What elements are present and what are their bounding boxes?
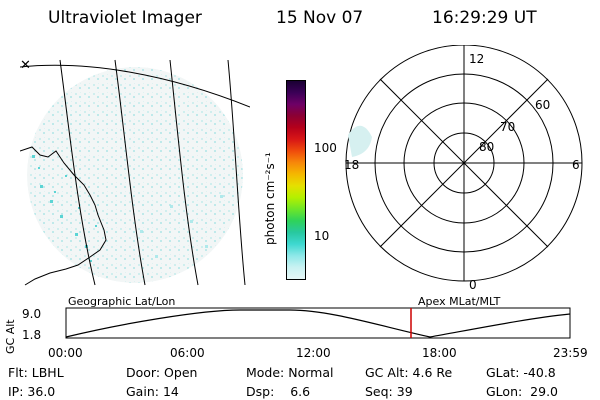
dsp-value: 6.6 [290, 384, 311, 399]
gc-alt-value: 4.6 Re [412, 365, 453, 380]
x-tick-0000: 00:00 [48, 346, 83, 360]
mlat-label-60: 60 [535, 98, 550, 112]
orbit-altitude-plot: 9.0 1.8 GC Alt [4, 307, 571, 354]
glon-info: GLon: 29.0 [486, 384, 559, 399]
mlt-label-0: 0 [469, 278, 477, 292]
mlat-label-80: 80 [479, 140, 494, 154]
seq-info: Seq: 39 [365, 384, 413, 399]
mlt-label-18: 18 [344, 158, 359, 172]
observation-date: 15 Nov 07 [276, 8, 364, 28]
colorbar [286, 80, 306, 280]
mode-info: Mode: Normal [246, 365, 334, 380]
polar-diagonal-2 [379, 78, 549, 248]
altitude-curve [65, 309, 571, 338]
y-tick-9: 9.0 [22, 307, 41, 321]
geographic-latlon-title: Geographic Lat/Lon [68, 295, 176, 308]
mlt-label-6: 6 [572, 158, 580, 172]
polar-aurora-patch [348, 125, 372, 157]
ip-info: IP: 36.0 [8, 384, 56, 399]
seq-value: 39 [396, 384, 413, 399]
x-tick-1200: 12:00 [296, 346, 331, 360]
coastline [20, 146, 107, 286]
polar-plot: 12 18 6 0 80 70 60 [344, 45, 583, 292]
apex-mlat-mlt-title: Apex MLat/MLT [418, 295, 501, 308]
gain-info: Gain: 14 [126, 384, 179, 399]
geographic-disk [27, 67, 243, 283]
gc-alt-info: GC Alt: 4.6 Re [365, 365, 453, 380]
door-info: Door: Open [126, 365, 198, 380]
x-tick-2359: 23:59 [553, 346, 588, 360]
gain-value: 14 [162, 384, 179, 399]
glat-value: -40.8 [523, 365, 556, 380]
instrument-title: Ultraviolet Imager [48, 8, 202, 28]
sun-marker: ✕ [20, 58, 31, 73]
mode-value: Normal [288, 365, 334, 380]
y-tick-1-8: 1.8 [22, 328, 41, 342]
colorbar-tick-100: 100 [314, 141, 337, 155]
altitude-plot-frame [65, 307, 571, 339]
filter-info: Flt: LBHL [8, 365, 64, 380]
colorbar-unit-label: photon cm⁻²s⁻¹ [263, 152, 277, 245]
glon-value: 29.0 [530, 384, 559, 399]
ip-value: 36.0 [27, 384, 56, 399]
dsp-info: Dsp: 6.6 [246, 384, 311, 399]
door-value: Open [164, 365, 198, 380]
mlt-label-12: 12 [469, 52, 484, 66]
y-axis-label: GC Alt [4, 319, 17, 354]
colorbar-tick-10: 10 [314, 229, 330, 243]
mlat-label-70: 70 [500, 120, 515, 134]
x-tick-0600: 06:00 [170, 346, 205, 360]
glat-info: GLat: -40.8 [486, 365, 556, 380]
observation-time: 16:29:29 UT [432, 8, 537, 28]
graticule-lines [20, 59, 250, 286]
x-tick-1800: 18:00 [422, 346, 457, 360]
geographic-image: ✕ [20, 58, 250, 286]
filter-value: LBHL [31, 365, 64, 380]
